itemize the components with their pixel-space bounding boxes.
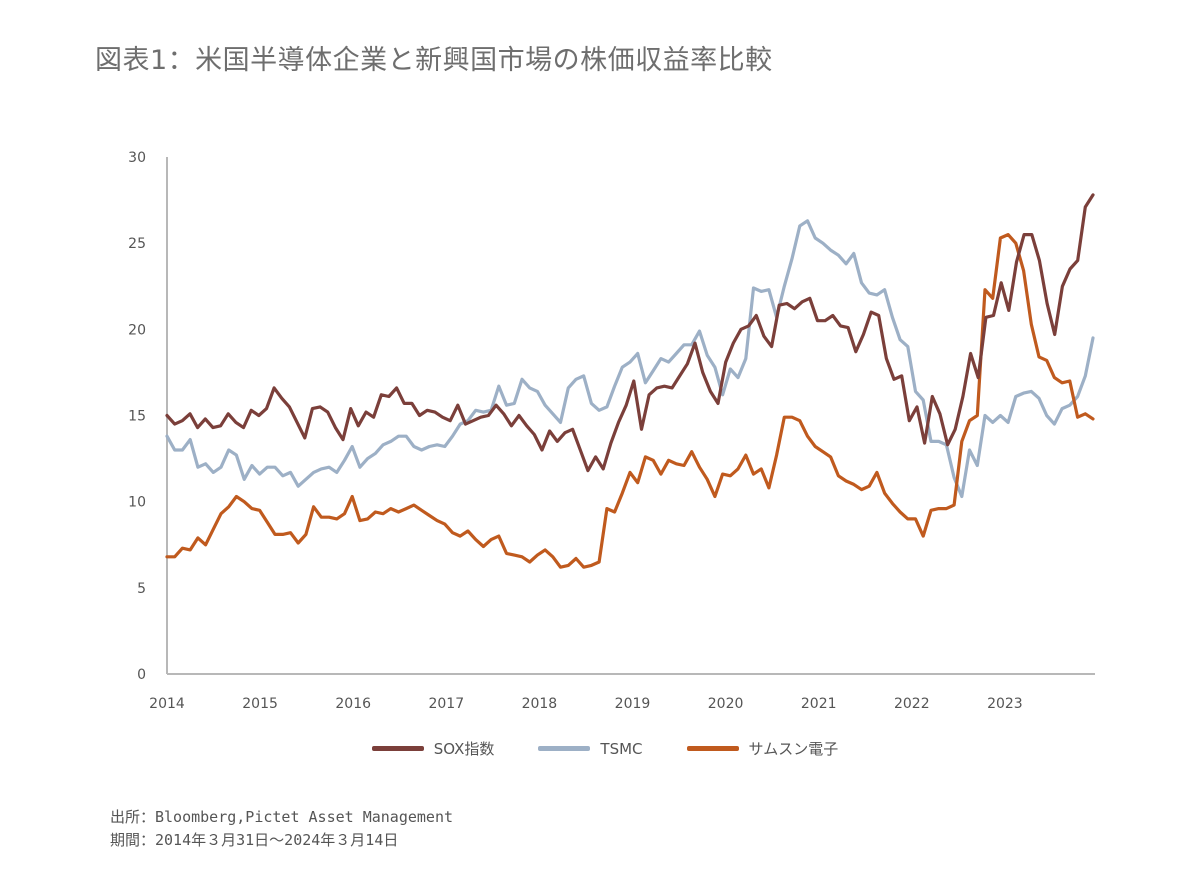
y-tick-label: 5 [137, 581, 146, 597]
x-tick-label: 2022 [894, 696, 930, 712]
x-axis-ticks: 2014 2015 2016 2017 2018 2019 2020 2021 2022 2023 [149, 696, 1023, 712]
legend-swatch-sox [371, 746, 424, 751]
legend-item-tsmc[interactable]: TSMC [538, 738, 643, 759]
series-line-samsung [165, 233, 1095, 569]
y-axis-ticks: 0 5 10 15 20 25 30 [128, 150, 146, 683]
y-tick-label: 25 [128, 236, 146, 252]
x-tick-label: 2021 [801, 696, 837, 712]
y-tick-label: 30 [128, 150, 146, 166]
legend-label-sox: SOX指数 [433, 740, 495, 758]
y-tick-label: 15 [128, 409, 146, 425]
x-tick-label: 2019 [615, 696, 651, 712]
legend-label-samsung: サムスン電子 [748, 740, 839, 758]
x-tick-label: 2014 [149, 696, 185, 712]
y-tick-label: 0 [137, 667, 146, 683]
legend-item-samsung[interactable]: サムスン電子 [686, 738, 839, 759]
x-tick-label: 2017 [428, 696, 464, 712]
x-tick-label: 2020 [708, 696, 744, 712]
source-note: 出所：Bloomberg,Pictet Asset Management [110, 808, 454, 826]
series-group [165, 193, 1095, 569]
x-tick-label: 2015 [242, 696, 278, 712]
legend-item-sox[interactable]: SOX指数 [371, 738, 495, 759]
x-tick-label: 2023 [987, 696, 1023, 712]
footer: 出所：Bloomberg,Pictet Asset Management 期間：… [110, 806, 453, 852]
series-line-tsmc [165, 219, 1095, 499]
y-tick-label: 10 [128, 495, 146, 511]
chart-title: 図表1：米国半導体企業と新興国市場の株価収益率比較 [95, 45, 773, 76]
period-note: 期間：2014年３月31日～2024年３月14日 [110, 831, 399, 849]
legend-swatch-samsung [686, 746, 739, 751]
series-line-sox [165, 193, 1095, 473]
legend-label-tsmc: TSMC [600, 739, 643, 758]
legend: SOX指数 TSMC サムスン電子 [0, 738, 1200, 759]
x-tick-label: 2016 [335, 696, 371, 712]
legend-swatch-tsmc [538, 746, 591, 751]
x-tick-label: 2018 [522, 696, 558, 712]
y-tick-label: 20 [128, 322, 146, 338]
